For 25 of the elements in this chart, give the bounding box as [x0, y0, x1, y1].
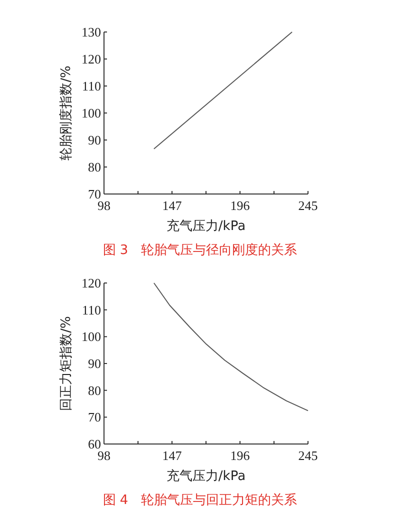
- x-tick-label: 196: [230, 448, 250, 463]
- y-tick-label: 80: [88, 382, 101, 398]
- x-tick-label: 196: [230, 198, 250, 213]
- y-tick-label: 120: [82, 52, 101, 66]
- x-axis-title: 充气压力/kPa: [166, 219, 246, 234]
- x-tick-label: 147: [162, 448, 182, 463]
- y-tick-label: 100: [82, 329, 101, 344]
- text: 图 4 轮胎气压与回正力矩的关系: [102, 493, 298, 508]
- x-tick-label: 245: [298, 198, 318, 213]
- y-tick-label: 80: [88, 160, 101, 174]
- x-axis-title: 充气压力/kPa: [166, 469, 246, 484]
- y-tick-label: 100: [82, 106, 101, 120]
- line-series: [153, 282, 308, 412]
- x-tick-label: 147: [162, 198, 182, 213]
- y-tick-label: 70: [88, 410, 101, 425]
- y-tick-label: 90: [88, 132, 101, 148]
- y-axis-title: 回正力矩指数/%: [59, 316, 74, 411]
- text: 图 3 轮胎气压与径向刚度的关系: [102, 242, 298, 258]
- y-tick-label: 130: [82, 24, 101, 40]
- x-tick-label: 245: [298, 448, 318, 463]
- y-axis-title: 轮胎刚度指数/%: [58, 66, 74, 160]
- y-tick-label: 120: [82, 276, 101, 290]
- y-tick-label: 90: [88, 356, 101, 371]
- y-tick-label: 110: [82, 78, 101, 94]
- y-tick-label: 110: [82, 302, 101, 318]
